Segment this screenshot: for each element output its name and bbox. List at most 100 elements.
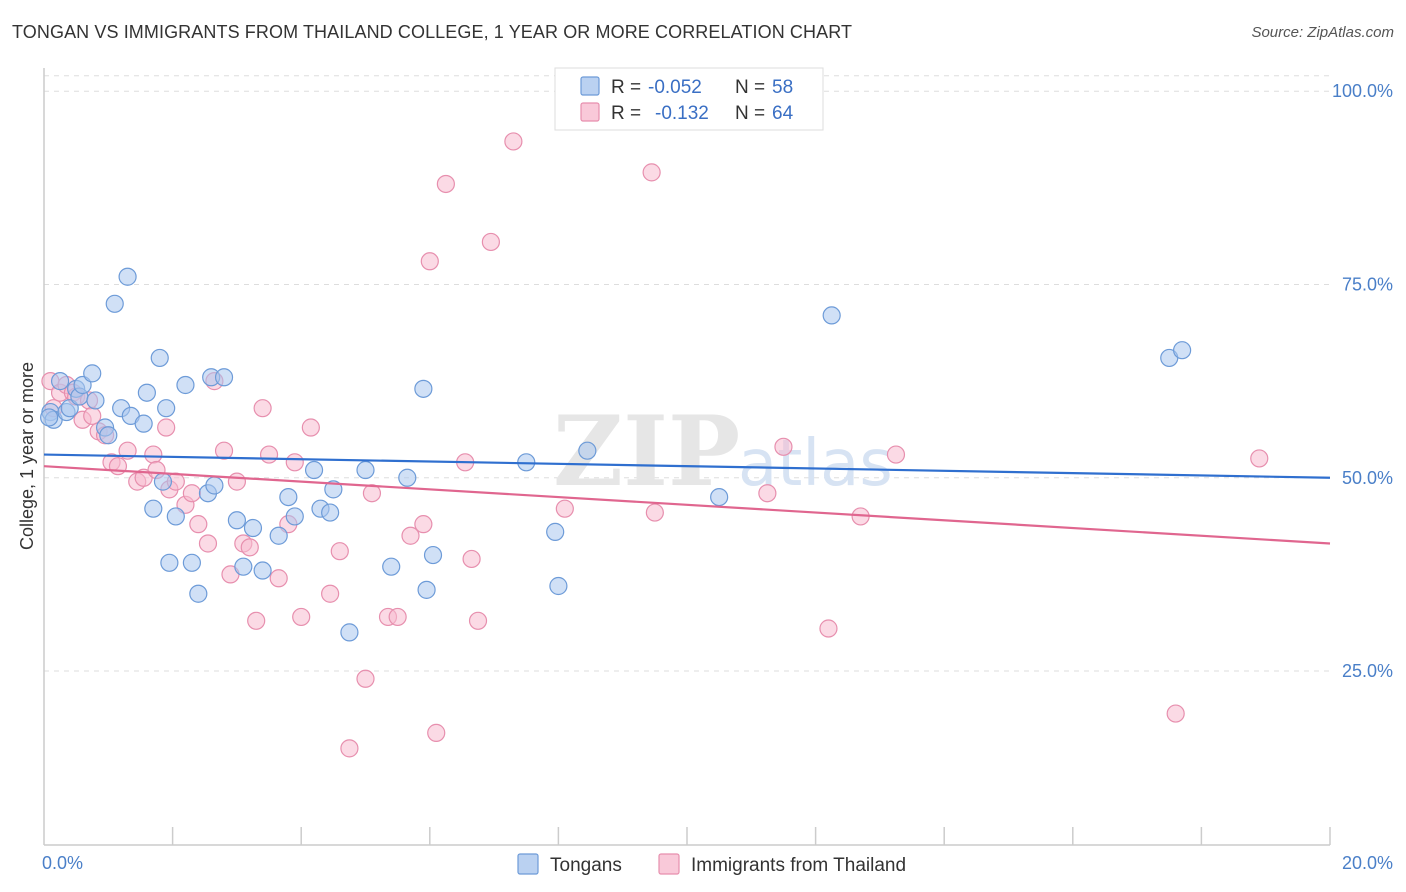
point-tongans-52: [578, 441, 597, 460]
point-tongans-11: [99, 426, 118, 445]
point-tongans-43: [356, 460, 375, 480]
point-thailand-37: [292, 607, 311, 627]
point-tongans-24: [176, 375, 195, 395]
point-tongans-40: [321, 503, 340, 522]
legend-swatch-tongans: [580, 76, 600, 96]
point-tongans-45: [398, 468, 417, 487]
legend-box: [554, 67, 824, 131]
point-tongans-17: [137, 383, 156, 402]
legend-n-label-tongans: N =: [735, 77, 765, 98]
point-thailand-30: [240, 538, 259, 557]
legend-r-label-thailand: R =: [611, 103, 641, 124]
point-thailand-43: [362, 484, 382, 503]
point-tongans-7: [73, 375, 92, 395]
point-tongans-8: [83, 364, 102, 383]
point-tongans-51: [549, 576, 568, 596]
point-thailand-39: [321, 584, 340, 603]
y-tick-label-1: 50.0%: [1342, 468, 1393, 488]
point-tongans-53: [710, 487, 729, 507]
point-thailand-36: [285, 453, 304, 472]
point-tongans-16: [134, 414, 153, 433]
x-tick-marks: [171, 827, 1331, 845]
point-thailand-28: [227, 472, 246, 491]
point-tongans-47: [417, 580, 436, 599]
point-tongans-41: [324, 480, 343, 499]
point-thailand-31: [247, 611, 266, 630]
point-tongans-56: [1173, 341, 1192, 360]
point-tongans-22: [160, 553, 179, 572]
point-thailand-56: [555, 499, 574, 518]
point-tongans-37: [285, 507, 304, 526]
series-legend-label-thailand: Immigrants from Thailand: [691, 855, 906, 876]
point-thailand-45: [388, 607, 407, 627]
point-tongans-14: [118, 267, 137, 286]
grid-lines: [44, 75, 1330, 672]
point-thailand-16: [144, 445, 163, 464]
point-tongans-34: [253, 561, 272, 580]
point-tongans-36: [279, 487, 298, 507]
legend-r-label-tongans: R =: [611, 77, 641, 98]
legend-swatch-thailand: [580, 102, 600, 122]
point-thailand-48: [427, 723, 446, 742]
point-tongans-25: [182, 553, 201, 572]
source-credit: Source: ZipAtlas.com: [1251, 24, 1394, 41]
point-tongans-42: [340, 623, 359, 642]
point-thailand-40: [330, 542, 349, 561]
point-thailand-53: [468, 611, 488, 630]
x-tick-label-1: 20.0%: [1342, 853, 1393, 873]
point-tongans-44: [382, 557, 401, 576]
point-thailand-18: [157, 418, 176, 437]
legend-n-label-thailand: N =: [735, 103, 765, 124]
y-tick-label-3: 100.0%: [1332, 81, 1393, 101]
point-tongans-57: [40, 408, 59, 427]
point-thailand-57: [642, 163, 661, 182]
point-thailand-63: [886, 445, 906, 464]
chart-title: TONGAN VS IMMIGRANTS FROM THAILAND COLLE…: [12, 22, 853, 42]
point-tongans-12: [105, 294, 124, 313]
point-tongans-31: [227, 511, 246, 530]
legend-n-value-tongans: 58: [772, 77, 793, 98]
point-tongans-2: [50, 372, 70, 391]
series-tongans: [40, 267, 1192, 642]
point-thailand-46: [401, 526, 420, 545]
y-tick-label-0: 25.0%: [1342, 661, 1393, 681]
legend-r-value-tongans: -0.052: [648, 77, 702, 98]
trend-line-thailand: [43, 465, 1331, 545]
point-tongans-48: [423, 545, 443, 565]
point-thailand-26: [214, 441, 234, 460]
point-thailand-61: [819, 619, 838, 638]
legend-n-value-thailand: 64: [772, 103, 794, 124]
point-thailand-23: [189, 515, 208, 534]
point-thailand-52: [462, 549, 481, 569]
point-thailand-47: [414, 515, 433, 534]
point-tongans-30: [214, 368, 234, 387]
point-thailand-12: [108, 457, 128, 476]
legend-r-value-thailand: -0.132: [655, 103, 709, 124]
point-thailand-50: [420, 252, 439, 271]
point-tongans-32: [234, 557, 253, 576]
point-tongans-18: [144, 499, 163, 518]
series-legend: Tongans Immigrants from Thailand: [517, 853, 906, 876]
y-tick-label-2: 75.0%: [1342, 274, 1393, 294]
point-thailand-59: [758, 484, 777, 503]
point-tongans-9: [86, 391, 105, 410]
point-tongans-21: [153, 472, 173, 491]
point-thailand-49: [436, 174, 455, 194]
point-thailand-41: [340, 739, 359, 758]
series-legend-label-tongans: Tongans: [550, 855, 622, 876]
point-tongans-33: [243, 518, 263, 538]
point-thailand-38: [301, 418, 320, 437]
x-tick-label-0: 0.0%: [42, 853, 83, 873]
y-axis-label: College, 1 year or more: [17, 362, 37, 550]
trend-line-tongans: [43, 453, 1331, 479]
correlation-legend: R = -0.052 N = 58 R = -0.132 N = 64: [554, 67, 824, 131]
point-tongans-38: [304, 460, 324, 480]
point-thailand-34: [269, 569, 288, 588]
point-tongans-19: [150, 348, 169, 368]
point-thailand-24: [198, 534, 218, 553]
tick-labels: 25.0% 50.0% 75.0% 100.0% 0.0% 20.0%: [42, 81, 1393, 873]
point-tongans-23: [166, 507, 185, 526]
point-tongans-20: [157, 399, 176, 418]
point-tongans-54: [822, 306, 841, 325]
